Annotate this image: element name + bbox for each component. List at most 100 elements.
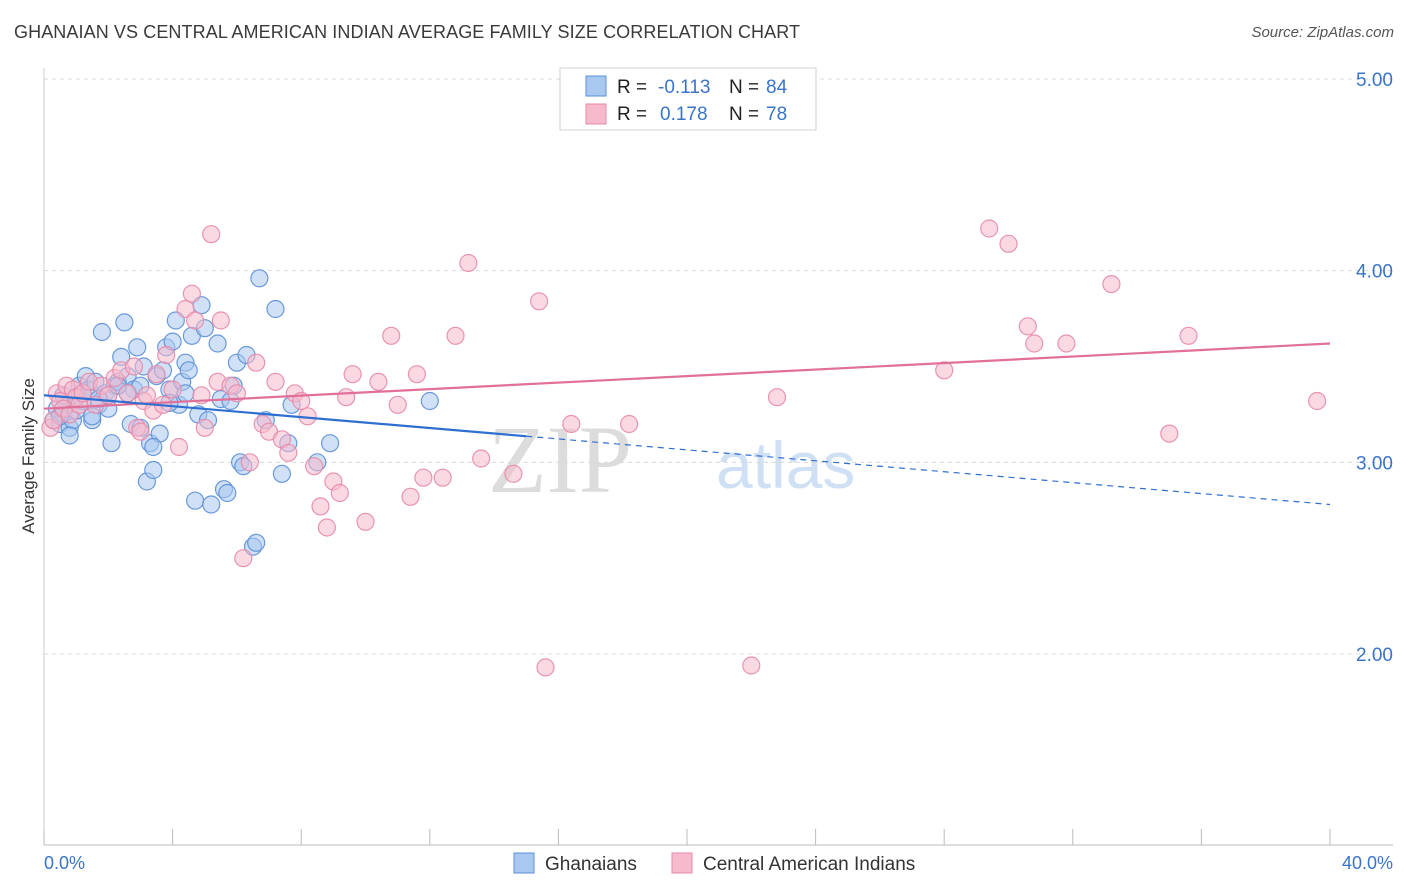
cai-point bbox=[1179, 326, 1198, 345]
cai-point bbox=[247, 353, 266, 372]
cai-point bbox=[240, 453, 259, 472]
cai-point bbox=[163, 380, 182, 399]
ghanaians-point bbox=[186, 491, 205, 510]
bottom-legend-swatch-cai bbox=[671, 852, 693, 874]
ghanaians-point bbox=[102, 434, 121, 453]
x-tick-label-max: 40.0% bbox=[1342, 853, 1393, 873]
cai-point bbox=[182, 284, 201, 303]
y-axis-label: Average Family Size bbox=[19, 378, 38, 534]
cai-point bbox=[169, 437, 189, 457]
y-tick-label: 4.00 bbox=[1356, 262, 1393, 283]
cai-point bbox=[305, 457, 324, 476]
cai-point bbox=[1025, 334, 1044, 353]
y-tick-label: 3.00 bbox=[1356, 453, 1393, 474]
ghanaians-point bbox=[179, 361, 198, 380]
cai-point bbox=[157, 345, 176, 365]
legend-swatch-cai bbox=[585, 103, 607, 125]
ghanaians-point bbox=[420, 391, 439, 411]
cai-point bbox=[382, 326, 401, 345]
ghanaians-point bbox=[60, 426, 79, 445]
cai-point bbox=[211, 311, 230, 330]
cai-point bbox=[999, 234, 1018, 253]
cai-point bbox=[407, 365, 426, 384]
ghanaians-trendline bbox=[43, 394, 527, 438]
legend-r-label-2: R = bbox=[617, 104, 647, 125]
ghanaians-point bbox=[250, 269, 269, 288]
bottom-legend-label-ghanaians: Ghanaians bbox=[545, 854, 637, 875]
cai-point bbox=[472, 449, 491, 468]
legend-r-value-2: 0.178 bbox=[660, 104, 708, 125]
series-legend: Ghanaians Central American Indians bbox=[513, 852, 915, 875]
bottom-legend-swatch-ghanaians bbox=[513, 852, 535, 874]
ghanaians-point bbox=[247, 533, 266, 552]
chart-title: GHANAIAN VS CENTRAL AMERICAN INDIAN AVER… bbox=[14, 22, 801, 42]
cai-point bbox=[147, 365, 166, 384]
cai-point bbox=[369, 372, 388, 391]
ghanaians-point bbox=[128, 338, 147, 357]
trend-layer bbox=[43, 342, 1331, 506]
ghanaians-point bbox=[218, 483, 237, 503]
cai-point bbox=[433, 468, 452, 487]
ghanaians-point bbox=[272, 464, 291, 483]
cai-point bbox=[414, 468, 433, 487]
cai-point bbox=[446, 326, 465, 345]
legend-swatch-ghanaians bbox=[585, 75, 607, 97]
ghanaians-point bbox=[92, 322, 112, 342]
bottom-legend-label-cai: Central American Indians bbox=[703, 854, 915, 875]
legend-n-value-1: 84 bbox=[766, 77, 788, 98]
cai-point bbox=[767, 388, 787, 407]
legend-r-value-1: -0.113 bbox=[658, 77, 710, 98]
cai-point bbox=[1018, 317, 1037, 336]
cai-point bbox=[1307, 391, 1327, 411]
ghanaians-point bbox=[202, 495, 221, 514]
cai-point bbox=[266, 372, 285, 391]
cai-point bbox=[459, 253, 478, 273]
cai-point bbox=[195, 418, 214, 437]
cai-point bbox=[227, 384, 246, 403]
cai-point bbox=[343, 365, 362, 384]
grid-layer bbox=[44, 78, 1393, 655]
cai-point bbox=[131, 422, 150, 441]
cai-point bbox=[311, 497, 330, 516]
cai-trendline bbox=[43, 342, 1331, 410]
cai-point bbox=[619, 414, 639, 434]
y-tick-label: 2.00 bbox=[1356, 645, 1393, 666]
ghanaians-point bbox=[321, 434, 340, 453]
legend-n-label-2: N = bbox=[729, 104, 759, 125]
series-cai-points bbox=[41, 219, 1327, 677]
cai-point bbox=[562, 414, 581, 434]
ghanaians-point bbox=[144, 460, 163, 480]
y-tick-label: 5.00 bbox=[1356, 70, 1393, 91]
cai-point bbox=[186, 311, 205, 330]
cai-point bbox=[935, 361, 954, 380]
x-tick-label-min: 0.0% bbox=[44, 853, 85, 873]
cai-point bbox=[980, 219, 999, 238]
tick-layer: 2.00 3.00 4.00 5.00 0.0% 40.0% bbox=[43, 70, 1393, 873]
cai-point bbox=[388, 395, 407, 414]
cai-point bbox=[330, 483, 349, 503]
watermark-zip: ZIP bbox=[488, 406, 632, 513]
source-label: Source: ZipAtlas.com bbox=[1251, 24, 1394, 41]
cai-point bbox=[401, 487, 420, 506]
cai-point bbox=[279, 443, 298, 462]
axis-layer bbox=[43, 68, 1393, 846]
cai-point bbox=[118, 384, 137, 403]
cai-point bbox=[536, 658, 555, 677]
stats-legend: R = -0.113 N = 84 R = 0.178 N = 78 bbox=[559, 67, 817, 131]
ghanaians-trendline-extension bbox=[526, 435, 1331, 506]
cai-point bbox=[529, 292, 549, 311]
cai-point bbox=[337, 388, 356, 407]
cai-point bbox=[356, 512, 375, 531]
legend-n-value-2: 78 bbox=[766, 104, 787, 125]
cai-point bbox=[202, 225, 221, 244]
cai-point bbox=[124, 357, 144, 376]
cai-point bbox=[234, 549, 253, 568]
cai-point bbox=[317, 518, 336, 537]
cai-point bbox=[1057, 334, 1076, 353]
cai-point bbox=[504, 464, 523, 483]
cai-point bbox=[137, 386, 156, 405]
ghanaians-point bbox=[115, 313, 134, 332]
ghanaians-point bbox=[208, 334, 227, 353]
legend-r-label-1: R = bbox=[617, 77, 647, 98]
